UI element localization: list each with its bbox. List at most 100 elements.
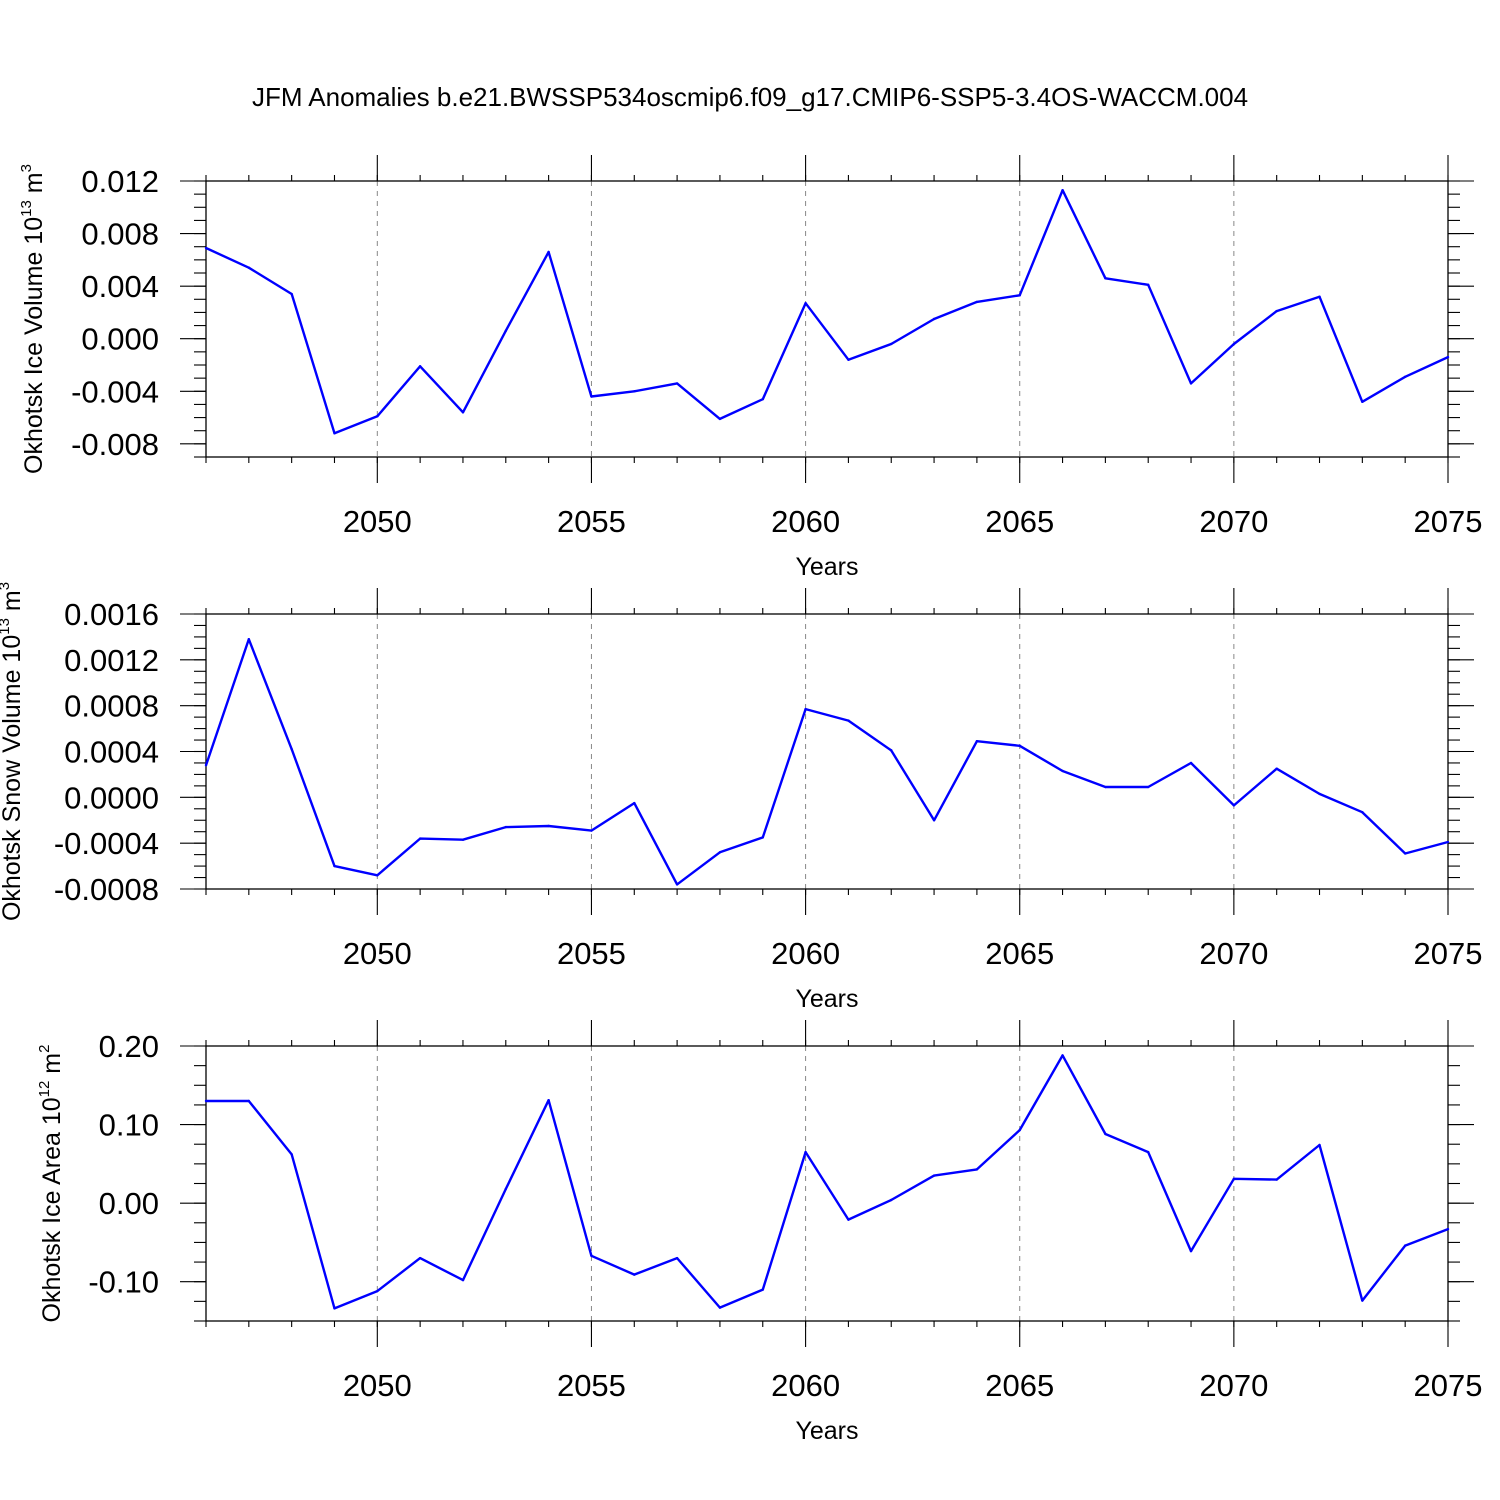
data-point — [1275, 1178, 1278, 1181]
data-point — [975, 739, 979, 743]
x-tick-label: 2065 — [985, 1368, 1054, 1403]
data-point — [890, 1198, 893, 1202]
data-point — [376, 415, 379, 418]
data-point — [204, 1099, 208, 1103]
data-point — [633, 1273, 636, 1276]
data-point — [1318, 1143, 1321, 1147]
data-point — [333, 864, 336, 868]
data-point — [290, 748, 293, 751]
data-point — [1446, 355, 1450, 359]
x-tick-label: 2075 — [1414, 936, 1483, 971]
data-point — [204, 764, 208, 767]
y-tick-label: -0.004 — [71, 374, 159, 409]
data-point — [718, 417, 722, 421]
data-point — [461, 411, 465, 414]
data-point — [1275, 309, 1278, 313]
series-line — [204, 638, 1449, 886]
y-tick-label: 0.008 — [81, 217, 159, 252]
data-point — [547, 824, 550, 828]
data-point — [1104, 1132, 1107, 1136]
x-tick-label: 2055 — [557, 504, 626, 539]
data-point — [1189, 761, 1193, 765]
data-point — [333, 432, 336, 435]
data-point — [590, 395, 593, 398]
data-point — [890, 749, 893, 752]
data-point — [504, 1187, 507, 1191]
data-point — [590, 1254, 593, 1257]
y-axis-title-unit: m — [0, 590, 26, 618]
data-point — [1147, 283, 1150, 287]
x-tick-label: 2055 — [557, 1368, 626, 1403]
data-point — [718, 1306, 722, 1309]
data-point — [633, 390, 636, 393]
y-tick-label: 0.10 — [99, 1108, 159, 1143]
data-point — [418, 365, 422, 368]
data-point — [290, 292, 293, 296]
x-tick-label: 2070 — [1199, 504, 1268, 539]
y-axis-title-unit-exp: 3 — [18, 164, 35, 172]
y-tick-label: 0.012 — [81, 164, 159, 199]
data-point — [675, 883, 679, 886]
data-point — [761, 397, 764, 401]
data-point — [247, 638, 251, 641]
y-tick-label: -0.0004 — [54, 826, 159, 861]
x-tick-label: 2075 — [1414, 1368, 1483, 1403]
data-point — [1018, 1128, 1021, 1132]
y-axis-title-unit-exp: 2 — [36, 1045, 53, 1053]
y-tick-label: 0.0004 — [64, 735, 159, 770]
y-axis-title-unit-exp: 3 — [0, 582, 13, 590]
x-tick-label: 2060 — [771, 1368, 840, 1403]
data-point — [675, 382, 679, 385]
x-tick-label: 2050 — [343, 936, 412, 971]
x-axis-title: Years — [795, 985, 858, 1013]
data-point — [1446, 840, 1450, 844]
data-point — [890, 342, 893, 346]
data-point — [1189, 1249, 1193, 1253]
figure-title: JFM Anomalies b.e21.BWSSP534oscmip6.f09_… — [252, 82, 1248, 112]
y-axis-title-exp: 12 — [36, 1081, 53, 1098]
data-point — [761, 836, 764, 839]
data-point — [1403, 852, 1407, 855]
data-point — [633, 801, 636, 805]
data-point — [1361, 400, 1364, 403]
y-axis-title: Okhotsk Ice Area 1012 m2 — [36, 1045, 66, 1323]
data-point — [847, 719, 850, 722]
data-point — [590, 829, 593, 832]
series-line — [205, 188, 1449, 435]
y-axis-title-unit: m — [38, 1053, 66, 1081]
y-axis-title-unit: m — [20, 172, 48, 200]
data-point — [1232, 1177, 1236, 1180]
data-point — [376, 1289, 379, 1293]
y-tick-label: 0.20 — [99, 1029, 159, 1064]
y-tick-label: 0.0000 — [64, 780, 159, 815]
data-point — [376, 874, 379, 877]
data-point — [247, 1099, 251, 1103]
y-tick-label: 0.000 — [81, 322, 159, 357]
data-point — [290, 1153, 293, 1156]
data-point — [1403, 1244, 1407, 1247]
panels: 2050 2055 2060 2065 2070 2075 0.012 0.008 0.004 0… — [0, 155, 1482, 1445]
data-point — [847, 1218, 850, 1221]
data-point — [1318, 295, 1321, 298]
data-point — [1232, 804, 1236, 807]
y-tick-label: 0.004 — [81, 269, 159, 304]
x-tick-label: 2055 — [557, 936, 626, 971]
x-tick-label: 2070 — [1199, 936, 1268, 971]
data-point — [761, 1288, 764, 1291]
chart-panel-3: 2050 2055 2060 2065 2070 2075 0.20 0.10 0.00 -0.1… — [36, 1020, 1482, 1445]
y-axis-title-exp: 13 — [18, 200, 35, 217]
data-point — [932, 1174, 936, 1177]
x-tick-label: 2060 — [771, 504, 840, 539]
y-axis-title: Okhotsk Ice Volume 1013 m3 — [18, 164, 48, 474]
y-tick-label: -0.0008 — [54, 872, 159, 907]
data-point — [1403, 375, 1407, 379]
data-point — [932, 317, 936, 321]
x-tick-label: 2050 — [343, 504, 412, 539]
y-axis-title-text: Okhotsk Ice Volume 10 — [20, 217, 48, 474]
data-point — [547, 1099, 550, 1102]
data-point — [1147, 785, 1150, 789]
x-tick-label: 2065 — [985, 936, 1054, 971]
y-tick-label: 0.0016 — [64, 597, 159, 632]
data-point — [975, 300, 979, 304]
